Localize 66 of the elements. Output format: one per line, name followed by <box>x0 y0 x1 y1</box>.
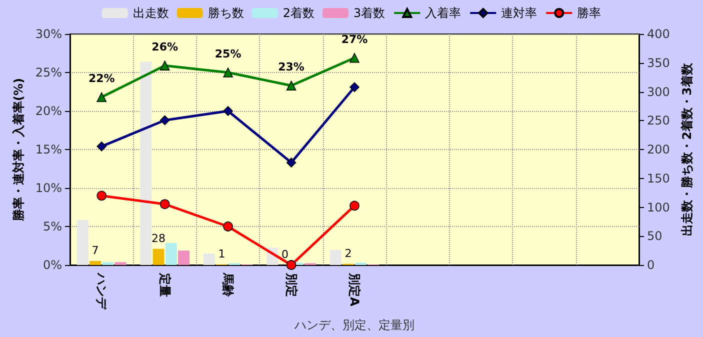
point <box>96 190 107 201</box>
bar <box>203 253 215 265</box>
point <box>223 106 233 116</box>
y2-tick-label: 150 <box>647 171 670 186</box>
point <box>160 115 170 126</box>
y2-tick-label: 200 <box>647 142 670 156</box>
y2-axis-title: 出走数・勝ち数・2着数・3着数 <box>680 62 694 236</box>
point <box>160 199 170 210</box>
data-label: 25% <box>214 48 242 61</box>
data-label: 7 <box>92 244 99 257</box>
x-tick-label: 馬齢 <box>221 272 236 298</box>
data-label: 23% <box>278 60 304 74</box>
bar <box>152 248 164 265</box>
legend-label: 出走数 <box>132 6 169 20</box>
y2-tick-label: 350 <box>647 56 670 70</box>
y-tick-label: 30% <box>35 27 62 41</box>
bar <box>114 262 126 265</box>
y-tick-label: 15% <box>35 142 62 156</box>
y-tick-label: 20% <box>35 104 62 118</box>
x-tick-label: 定量 <box>158 272 172 297</box>
data-label: 28 <box>152 232 166 245</box>
y2-tick-label: 0 <box>647 258 655 272</box>
legend-label: 連対率 <box>501 6 538 20</box>
x-tick-label: ハンデ <box>94 272 109 310</box>
bar <box>102 262 114 265</box>
x-axis-title: ハンデ、別定、定量別 <box>294 318 414 332</box>
x-tick-label: 別定 <box>284 272 298 297</box>
point <box>286 260 296 270</box>
data-label: 26% <box>152 40 178 54</box>
point <box>286 80 296 90</box>
legend-label: 入着率 <box>425 6 462 20</box>
y-tick-label: 5% <box>42 220 62 234</box>
bar <box>178 250 190 265</box>
y-tick-label: 0% <box>42 258 62 272</box>
y2-tick-label: 250 <box>647 114 670 128</box>
legend-label: 3着数 <box>354 6 386 20</box>
x-tick-label: 別定A <box>348 272 362 307</box>
bar <box>140 62 152 265</box>
data-label: 0 <box>281 248 288 261</box>
bar <box>76 220 88 265</box>
y2-tick-label: 400 <box>647 27 670 41</box>
legend-label: 勝ち数 <box>208 6 244 20</box>
point <box>350 200 360 211</box>
point <box>96 142 107 152</box>
y2-tick-label: 50 <box>647 229 662 244</box>
bar <box>330 250 342 265</box>
point <box>350 82 360 92</box>
data-label: 22% <box>88 72 115 86</box>
legend-label: 勝率 <box>577 6 602 20</box>
data-label: 1 <box>218 247 226 260</box>
y-axis-title: 勝率・連対率・入着率(%) <box>11 78 26 222</box>
y2-tick-label: 300 <box>647 84 670 99</box>
bar <box>165 243 177 265</box>
y-tick-label: 10% <box>35 181 62 195</box>
point <box>160 60 170 70</box>
point <box>96 92 107 102</box>
point <box>350 52 360 63</box>
y-tick-label: 25% <box>35 66 62 80</box>
data-label: 2 <box>344 246 352 260</box>
point <box>286 158 296 168</box>
point <box>223 222 233 232</box>
point <box>223 68 233 78</box>
bar <box>90 260 102 265</box>
data-label: 27% <box>341 32 368 46</box>
legend-label: 2着数 <box>282 6 315 20</box>
y2-tick-label: 100 <box>647 200 670 214</box>
